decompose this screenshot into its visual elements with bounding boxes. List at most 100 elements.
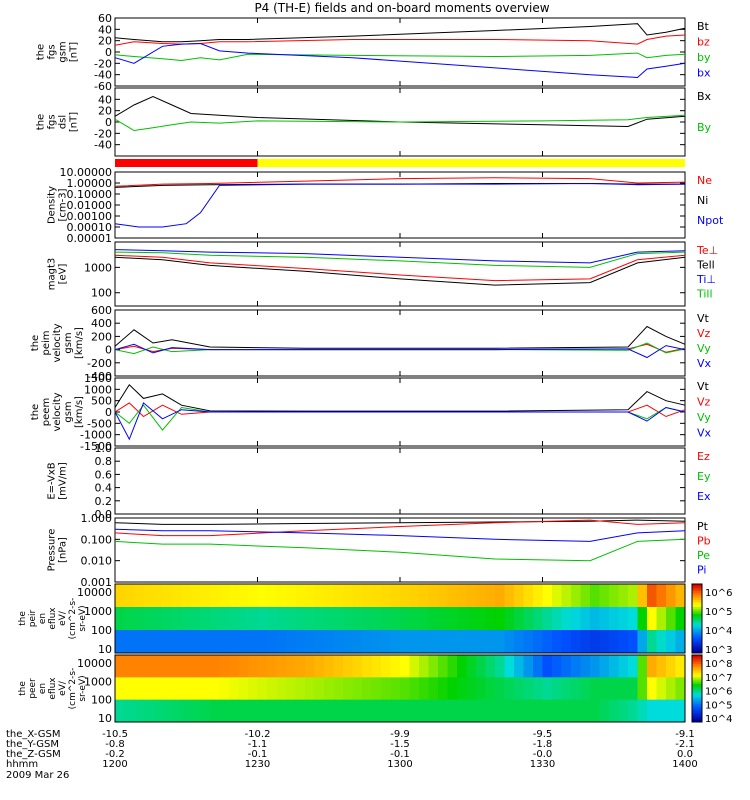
spectrogram-cell [352, 607, 363, 631]
y-tick-label: 0.4 [95, 482, 113, 495]
colorbar-cell [692, 717, 702, 721]
spectrogram-cell [362, 677, 372, 701]
spectrogram-cell [523, 655, 534, 678]
y-axis-label: E=-VxB [47, 462, 58, 499]
spectrogram-cell [162, 607, 173, 631]
legend-entry: Vy [697, 342, 711, 355]
series-line-Pe [114, 538, 686, 562]
spectrogram-cell [124, 607, 135, 631]
spectrogram-cell [143, 630, 154, 654]
spectrogram-cell [656, 607, 667, 631]
spectrogram-cell [571, 584, 581, 608]
spectrogram-cell [295, 630, 306, 654]
y-tick-label: 20 [98, 105, 112, 118]
spectrogram-cell [561, 630, 572, 654]
plot-title: P4 (TH-E) fields and on-board moments ov… [254, 1, 549, 15]
spectrogram-cell [400, 584, 410, 608]
spectrogram-cell [124, 677, 135, 701]
spectrogram-cell [466, 584, 477, 608]
y-tick-label: 0.00100 [67, 210, 113, 223]
colorbar-cell [692, 616, 702, 619]
y-tick-label: -1500 [80, 440, 112, 453]
spectrogram-cell [523, 677, 534, 701]
spectrogram-cell [390, 699, 401, 723]
colorbar-cell [692, 679, 702, 683]
colorbar-cell [692, 668, 702, 672]
colorbar-cell [692, 659, 702, 663]
spectrogram-cell [153, 607, 163, 631]
spectrogram-cell [143, 584, 154, 608]
spectrogram-cell [153, 655, 163, 678]
panel-frame [114, 447, 686, 515]
spectrogram-cell [580, 584, 591, 608]
spectrogram-cell [333, 630, 344, 654]
legend-entry: By [697, 121, 712, 134]
spectrogram-cell [666, 699, 676, 723]
spectrogram-cell [533, 677, 543, 701]
spectrogram-cell [590, 607, 600, 631]
spectrogram-cell [599, 607, 610, 631]
spectrogram-cell [352, 655, 363, 678]
y-axis-label: eflux [48, 607, 58, 630]
spectrogram-cell [447, 607, 458, 631]
spectrogram-cell [314, 655, 325, 678]
spectrogram-cell [314, 677, 325, 701]
spectrogram-cell [343, 630, 353, 654]
spectrogram-cell [628, 699, 638, 723]
spectrogram-cell [276, 630, 287, 654]
spectrogram-cell [428, 630, 439, 654]
legend-entry: Pb [697, 535, 711, 548]
spectrogram-cell [238, 699, 249, 723]
x-axis-row-value: 1300 [387, 759, 412, 770]
spectrogram-cell [542, 607, 553, 631]
spectrogram-cell [466, 655, 477, 678]
spectrogram-cell [609, 630, 619, 654]
x-axis-row-value: 1400 [672, 759, 697, 770]
spectrogram-cell [286, 630, 296, 654]
spectrogram-cell [599, 699, 610, 723]
spectrogram-cell [457, 699, 467, 723]
spectrogram-cell [495, 677, 505, 701]
y-axis-label: [km/s] [74, 327, 85, 359]
spectrogram-cell [409, 655, 420, 678]
spectrogram-cell [257, 655, 268, 678]
spectrogram-cell [191, 699, 201, 723]
spectrogram-cell [609, 677, 619, 701]
spectrogram-cell [666, 630, 676, 654]
colorbar-cell [692, 648, 702, 652]
date-label: 2009 Mar 26 [6, 770, 69, 781]
y-axis-label: magt3 [47, 258, 58, 291]
series-line-Npot [114, 182, 686, 228]
colorbar-cell [692, 588, 702, 592]
spectrogram-cell [561, 677, 572, 701]
spectrogram-cell [115, 699, 125, 723]
y-axis-label: (cm^2-s- [68, 668, 78, 710]
spectrogram-cell [352, 699, 363, 723]
spectrogram-cell [390, 630, 401, 654]
y-axis-label: velocity [52, 323, 63, 362]
spectrogram-cell [675, 607, 686, 631]
spectrogram-cell [333, 584, 344, 608]
spectrogram-cell [248, 655, 258, 678]
spectrogram-cell [409, 630, 420, 654]
series-line-Bt [114, 23, 686, 43]
spectrogram-cell [162, 584, 173, 608]
spectrogram-cell [172, 584, 182, 608]
spectrogram-cell [343, 699, 353, 723]
spectrogram-cell [172, 699, 182, 723]
y-axis-label: eflux [48, 677, 58, 700]
spectrogram-cell [257, 584, 268, 608]
y-axis-label: [nT] [69, 112, 80, 132]
spectrogram-cell [457, 677, 467, 701]
series-line-Pt [114, 519, 686, 525]
spectrogram-cell [276, 584, 287, 608]
spectrogram-cell [276, 607, 287, 631]
spectrogram-cell [438, 699, 448, 723]
spectrogram-cell [248, 630, 258, 654]
colorbar-tick-label: 10^4 [705, 626, 732, 637]
legend-entry: Te⊥ [696, 244, 718, 257]
y-axis-label: (cm^2-s- [68, 598, 78, 640]
y-tick-label: 1000 [84, 605, 112, 618]
spectrogram-cell [162, 630, 173, 654]
spectrogram-cell [267, 677, 277, 701]
